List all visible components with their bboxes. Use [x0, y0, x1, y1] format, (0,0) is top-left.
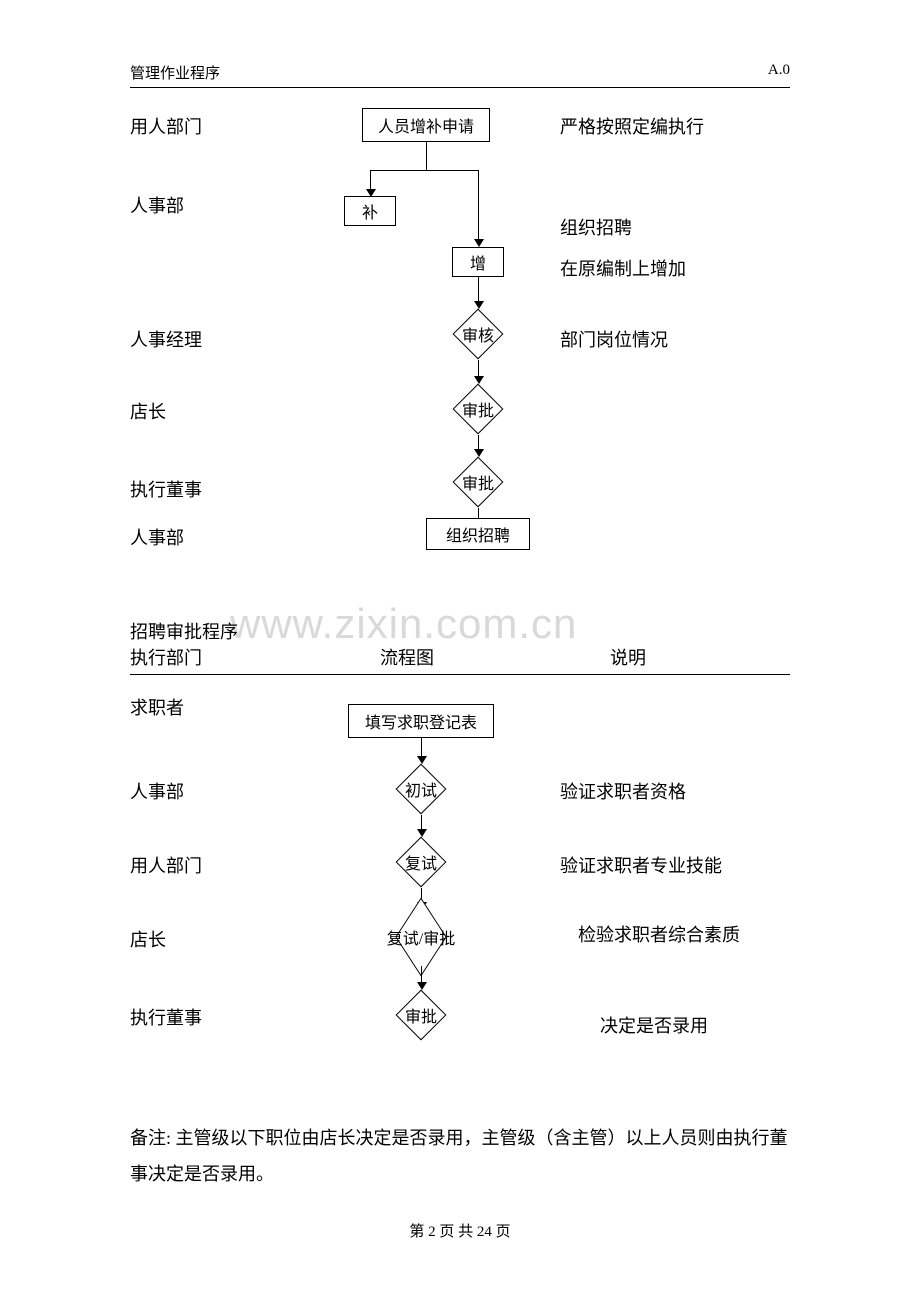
- f1-desc-3: 部门岗位情况: [560, 326, 668, 352]
- f1-edge-1: [426, 142, 427, 170]
- f2-edge-1: [421, 738, 422, 758]
- f2-desc-2: 验证求职者资格: [560, 778, 686, 804]
- f1-edge-right: [478, 170, 479, 241]
- f1-edge-hsplit: [370, 170, 478, 171]
- header-right: A.0: [768, 62, 790, 83]
- f1-node-review: 审核: [440, 308, 516, 360]
- f1-node-approve2: 审批: [440, 456, 516, 508]
- f1-desc-2a: 组织招聘: [560, 214, 632, 240]
- f2-label-1: 求职者: [130, 694, 184, 720]
- f1-label-2: 人事部: [130, 192, 184, 218]
- note-text: 备注: 主管级以下职位由店长决定是否录用，主管级（含主管）以上人员则由执行董事决…: [130, 1120, 790, 1192]
- f1-label-4: 店长: [130, 398, 166, 424]
- f1-edge-6: [478, 508, 479, 518]
- f2-node-review-approve: 复试/审批: [358, 908, 484, 966]
- f2-desc-5: 决定是否录用: [600, 1012, 708, 1038]
- section2-header: 执行部门 流程图 说明: [130, 644, 790, 675]
- f1-label-6: 人事部: [130, 524, 184, 550]
- f1-label-3: 人事经理: [130, 326, 202, 352]
- f2-desc-3: 验证求职者专业技能: [560, 852, 722, 878]
- header-left: 管理作业程序: [130, 62, 220, 83]
- page-header: 管理作业程序 A.0: [130, 62, 790, 88]
- f1-node-add: 增: [452, 247, 504, 277]
- watermark: www.zixin.com.cn: [230, 600, 577, 648]
- f2-label-3: 用人部门: [130, 852, 202, 878]
- f2-desc-4: 检验求职者综合素质: [578, 921, 740, 947]
- f1-edge-left: [370, 170, 371, 191]
- f1-node-apply: 人员增补申请: [362, 108, 490, 142]
- f2-label-2: 人事部: [130, 778, 184, 804]
- f1-label-1: 用人部门: [130, 113, 202, 139]
- f1-desc-2b: 在原编制上增加: [560, 255, 686, 281]
- col-flow: 流程图: [380, 644, 610, 670]
- f1-node-sup: 补: [344, 196, 396, 226]
- f2-node-form: 填写求职登记表: [348, 704, 494, 738]
- f2-node-second: 复试: [383, 836, 459, 888]
- f2-node-approve: 审批: [383, 989, 459, 1041]
- f1-node-recruit: 组织招聘: [426, 518, 530, 550]
- f1-label-5: 执行董事: [130, 476, 202, 502]
- f1-arrow-right: [474, 239, 484, 247]
- f1-edge-3: [478, 277, 479, 303]
- col-dept: 执行部门: [130, 644, 380, 670]
- f2-label-4: 店长: [130, 926, 166, 952]
- f1-desc-1: 严格按照定编执行: [560, 113, 704, 139]
- f1-node-approve1: 审批: [440, 383, 516, 435]
- section2-title: 招聘审批程序: [130, 618, 238, 644]
- page-footer: 第 2 页 共 24 页: [130, 1220, 790, 1241]
- f2-label-5: 执行董事: [130, 1004, 202, 1030]
- f2-node-first: 初试: [383, 763, 459, 815]
- col-desc: 说明: [610, 644, 646, 670]
